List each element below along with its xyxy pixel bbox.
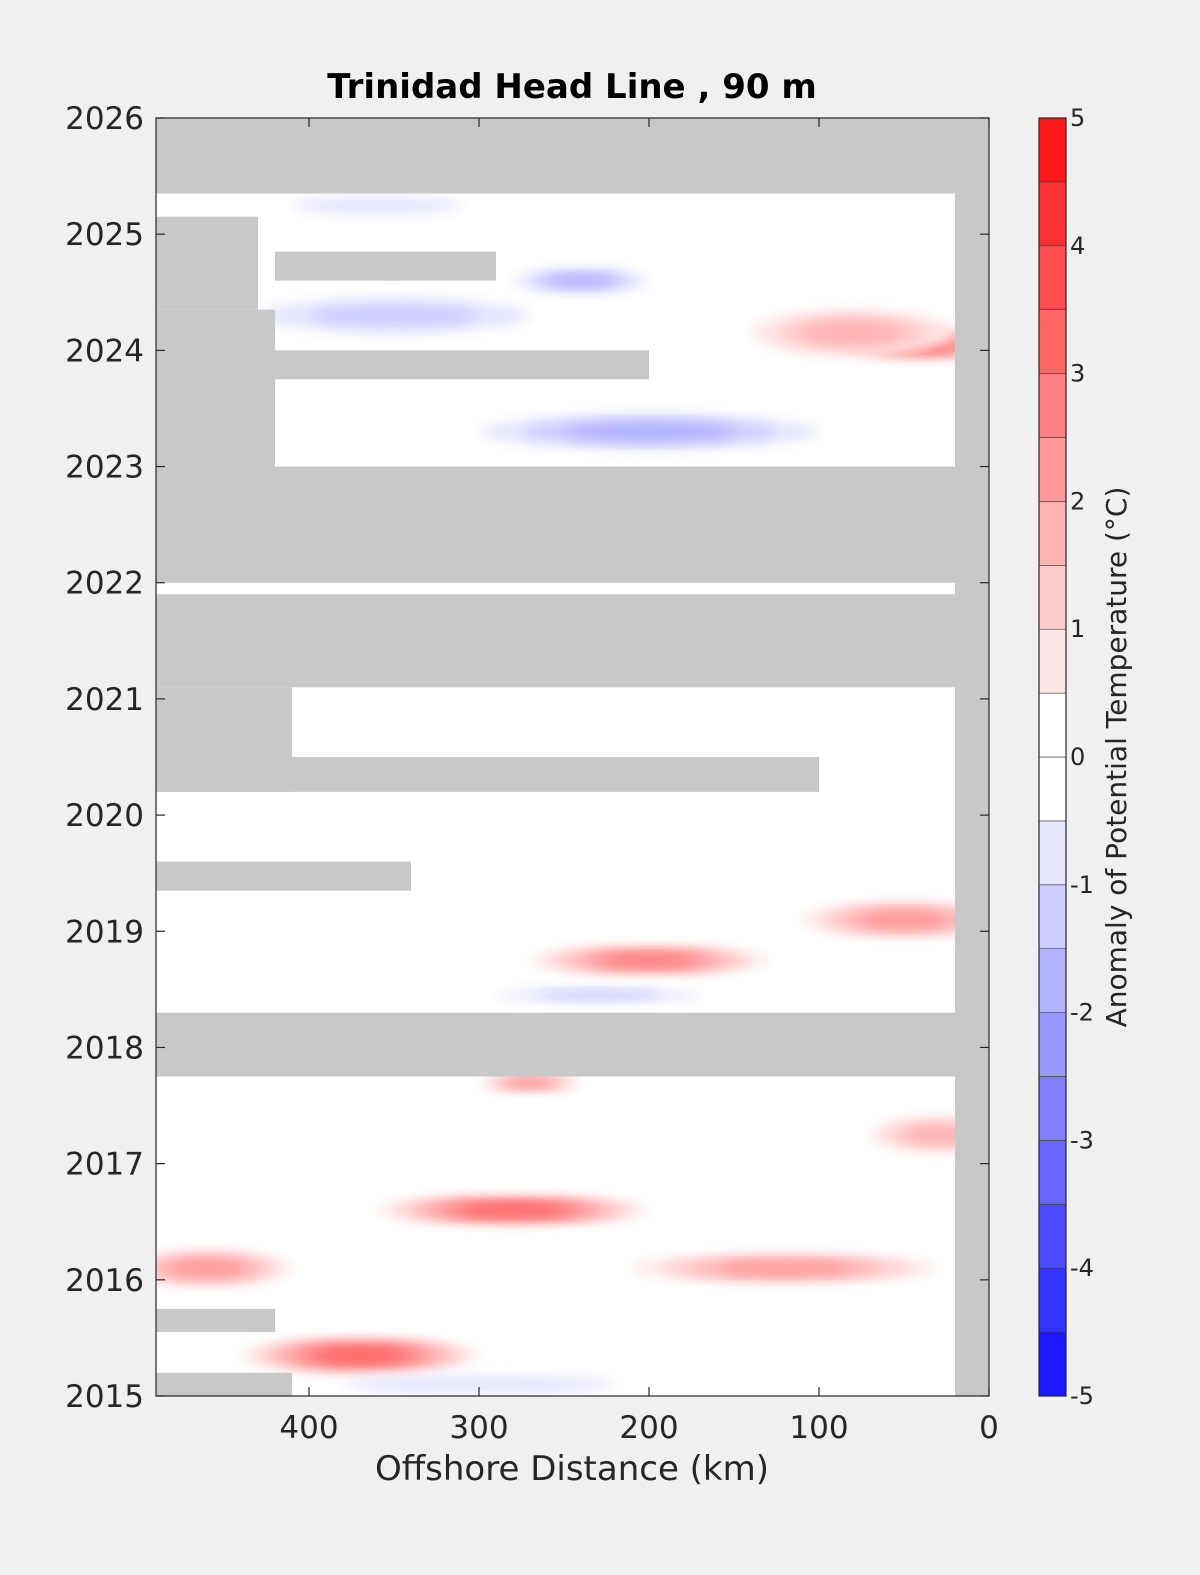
anomaly-patch bbox=[462, 1204, 564, 1216]
colorbar-bin bbox=[1038, 309, 1067, 374]
chart-title: Trinidad Head Line , 90 m bbox=[327, 67, 817, 107]
y-tick-label: 2022 bbox=[65, 566, 144, 602]
y-tick-label: 2015 bbox=[65, 1379, 144, 1415]
colorbar-tick-label: 0 bbox=[1070, 743, 1085, 771]
colorbar-bin bbox=[1038, 373, 1067, 438]
colorbar-tick-label: 5 bbox=[1070, 104, 1085, 132]
colorbar-tick-label: -3 bbox=[1070, 1126, 1094, 1154]
colorbar-bin bbox=[1038, 628, 1067, 694]
y-tick-label: 2018 bbox=[65, 1030, 144, 1066]
y-axis: 2015 2016 2017 2018 2019 2020 2021 2022 2023 2024… bbox=[65, 101, 989, 1415]
colorbar-tick-label: -4 bbox=[1070, 1254, 1094, 1282]
anomaly-patch bbox=[343, 1375, 615, 1394]
x-axis-label: Offshore Distance (km) bbox=[375, 1449, 769, 1489]
no-data-region bbox=[275, 350, 649, 380]
colorbar-bin bbox=[1038, 820, 1067, 886]
no-data-region bbox=[156, 118, 989, 194]
colorbar-bin bbox=[1038, 501, 1067, 566]
colorbar-bin bbox=[1038, 948, 1067, 1013]
colorbar-bin bbox=[1038, 1331, 1067, 1397]
anomaly-patch bbox=[547, 274, 615, 287]
colorbar-bin bbox=[1038, 884, 1067, 949]
anomaly-patch bbox=[507, 1078, 553, 1087]
no-data-region bbox=[156, 594, 989, 688]
no-data-region bbox=[156, 757, 819, 792]
y-tick-label: 2025 bbox=[65, 217, 144, 253]
anomaly-patch bbox=[564, 422, 734, 441]
colorbar-frame bbox=[1038, 117, 1067, 1397]
y-tick-label: 2016 bbox=[65, 1263, 144, 1299]
colorbar-bin bbox=[1038, 756, 1067, 822]
anomaly-patch bbox=[534, 990, 662, 1000]
no-data-region bbox=[275, 251, 496, 281]
x-axis: 400 300 200 100 0 bbox=[279, 118, 999, 1446]
colorbar-bin bbox=[1038, 245, 1067, 311]
colorbar-bin bbox=[1038, 1140, 1067, 1205]
colorbar-bin bbox=[1038, 181, 1067, 247]
no-data-region bbox=[156, 861, 411, 891]
plot-frame bbox=[155, 117, 990, 1397]
colorbar-bin bbox=[1038, 1012, 1067, 1077]
anomaly-patch bbox=[315, 1348, 405, 1362]
no-data-region bbox=[156, 309, 275, 467]
anomaly-patch bbox=[169, 1260, 245, 1276]
colorbar-tick-label: 3 bbox=[1070, 360, 1085, 388]
x-tick-label: 200 bbox=[619, 1410, 678, 1446]
y-tick-label: 2017 bbox=[65, 1147, 144, 1183]
colorbar-bin bbox=[1038, 437, 1067, 502]
y-tick-label: 2020 bbox=[65, 798, 144, 834]
y-tick-label: 2023 bbox=[65, 450, 144, 486]
colorbar-bin bbox=[1038, 1204, 1067, 1269]
no-data-region bbox=[156, 216, 258, 310]
y-tick-label: 2026 bbox=[65, 101, 144, 137]
colorbar-tick-label: 4 bbox=[1070, 232, 1085, 260]
colorbar-tick-label: 2 bbox=[1070, 487, 1085, 515]
x-tick-label: 100 bbox=[789, 1410, 848, 1446]
colorbar-tick-label: -1 bbox=[1070, 871, 1094, 899]
colorbar-bin bbox=[1038, 692, 1067, 758]
colorbar-bin bbox=[1038, 1076, 1067, 1141]
no-data-region bbox=[156, 1372, 292, 1396]
x-tick-label: 400 bbox=[279, 1410, 338, 1446]
anomaly-patch bbox=[718, 1262, 852, 1275]
x-tick-label: 300 bbox=[449, 1410, 508, 1446]
colorbar-tick-label: -2 bbox=[1070, 999, 1094, 1027]
x-tick-label: 0 bbox=[979, 1410, 999, 1446]
y-tick-label: 2024 bbox=[65, 333, 144, 369]
anomaly-patch bbox=[601, 954, 697, 966]
y-tick-label: 2019 bbox=[65, 914, 144, 950]
no-data-region bbox=[156, 1308, 275, 1333]
colorbar-label: Anomaly of Potential Temperature (°C) bbox=[1100, 487, 1133, 1028]
colorbar-tick-label: 1 bbox=[1070, 615, 1085, 643]
colorbar-bin bbox=[1038, 564, 1067, 630]
colorbar: -5 -4 -3 -2 -1 0 1 2 3 4 5 bbox=[1038, 104, 1094, 1410]
y-tick-label: 2021 bbox=[65, 682, 144, 718]
no-data-region bbox=[156, 466, 989, 583]
anomaly-patch bbox=[309, 304, 479, 327]
colorbar-bin bbox=[1038, 117, 1067, 183]
anomaly-patch bbox=[292, 195, 462, 215]
anomaly-patch bbox=[859, 912, 949, 928]
plot-area bbox=[155, 117, 990, 1397]
no-data-region bbox=[955, 193, 989, 1396]
no-data-region bbox=[156, 1012, 955, 1077]
colorbar-bin bbox=[1038, 1267, 1067, 1333]
anomaly-patch bbox=[802, 321, 904, 345]
colorbar-tick-label: -5 bbox=[1070, 1382, 1094, 1410]
